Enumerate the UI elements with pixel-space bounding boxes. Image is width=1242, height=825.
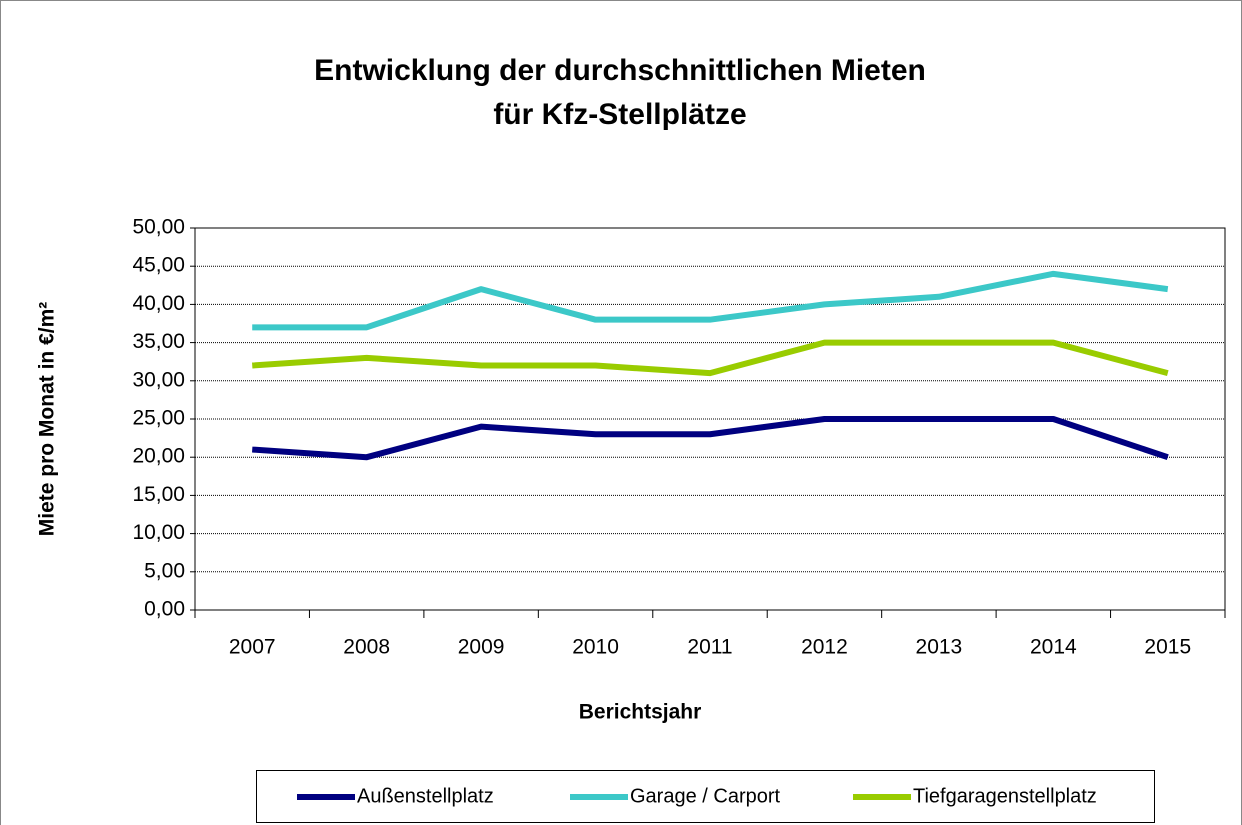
y-tick-label: 50,00 bbox=[132, 216, 185, 239]
legend-label: Außenstellplatz bbox=[357, 785, 494, 807]
y-tick-label: 5,00 bbox=[144, 559, 185, 582]
plot-frame bbox=[194, 227, 1226, 611]
x-tick-label: 2013 bbox=[916, 636, 963, 659]
series-line bbox=[252, 416, 1169, 461]
chart-title: Entwicklung der durchschnittlichen Miete… bbox=[314, 54, 926, 87]
y-tick-label: 0,00 bbox=[144, 598, 185, 621]
x-axis-label: Berichtsjahr bbox=[579, 701, 702, 724]
y-tick-label: 15,00 bbox=[132, 483, 185, 506]
x-tick-label: 2007 bbox=[229, 636, 276, 659]
y-axis-label: Miete pro Monat in €/m² bbox=[36, 302, 59, 537]
y-tick-label: 10,00 bbox=[132, 521, 185, 544]
chart-title: für Kfz-Stellplätze bbox=[493, 98, 746, 131]
y-tick-label: 25,00 bbox=[132, 407, 185, 430]
legend-label: Garage / Carport bbox=[630, 785, 781, 807]
x-tick-label: 2009 bbox=[458, 636, 505, 659]
x-tick-label: 2012 bbox=[801, 636, 848, 659]
y-tick-label: 40,00 bbox=[132, 292, 185, 315]
series-line bbox=[252, 270, 1169, 331]
y-tick-label: 35,00 bbox=[132, 330, 185, 353]
legend-label: Tiefgaragenstellplatz bbox=[913, 785, 1097, 807]
x-tick-label: 2015 bbox=[1144, 636, 1191, 659]
x-tick-label: 2008 bbox=[343, 636, 390, 659]
y-tick-label: 45,00 bbox=[132, 254, 185, 277]
x-tick-label: 2011 bbox=[687, 636, 732, 659]
y-tick-label: 20,00 bbox=[132, 445, 185, 468]
series-line bbox=[252, 339, 1169, 377]
x-tick-label: 2014 bbox=[1030, 636, 1077, 659]
legend-box bbox=[256, 770, 1155, 823]
y-tick-label: 30,00 bbox=[132, 368, 185, 391]
x-tick-label: 2010 bbox=[572, 636, 619, 659]
